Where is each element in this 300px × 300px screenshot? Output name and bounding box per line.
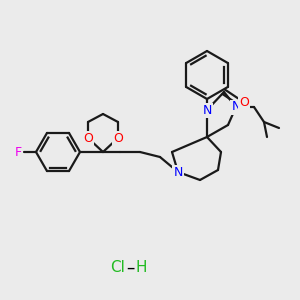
- Text: –: –: [126, 259, 134, 277]
- Text: H: H: [135, 260, 147, 275]
- Text: Cl: Cl: [111, 260, 125, 275]
- Text: O: O: [239, 95, 249, 109]
- Text: O: O: [113, 131, 123, 145]
- Text: N: N: [231, 100, 241, 113]
- Text: N: N: [173, 166, 183, 178]
- Text: O: O: [83, 131, 93, 145]
- Text: F: F: [14, 146, 22, 158]
- Text: N: N: [202, 103, 212, 116]
